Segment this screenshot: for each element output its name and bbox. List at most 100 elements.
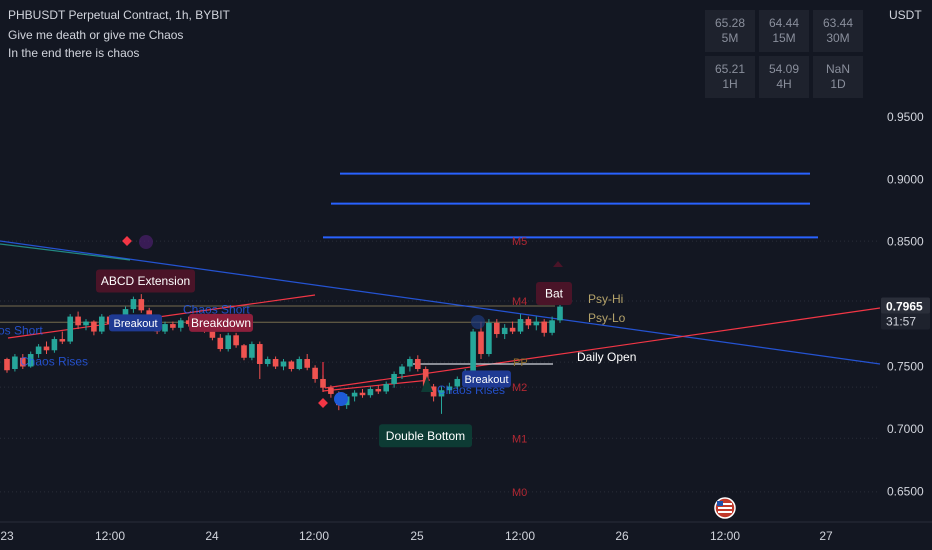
last-price-value: 0.7965 <box>886 299 923 313</box>
support-trendline <box>324 307 881 389</box>
rsi-cell: 54.09 4H <box>759 56 809 98</box>
candle-body <box>533 321 540 326</box>
psy-hi-label: Psy-Hi <box>588 292 623 306</box>
indicator-tagline: In the end there is chaos <box>8 46 140 60</box>
x-tick-label: 12:00 <box>299 529 329 543</box>
us-flag-icon <box>718 507 732 509</box>
candle-body <box>51 339 58 351</box>
pointer-marker <box>553 261 563 267</box>
candle-body <box>517 319 524 332</box>
candle-body <box>367 388 374 396</box>
candle-body <box>383 383 389 392</box>
candle-body <box>257 344 263 365</box>
diamond-marker <box>318 398 328 408</box>
candle-body <box>430 386 437 397</box>
y-tick-label: 0.7500 <box>887 360 924 374</box>
candle-body <box>12 356 18 369</box>
x-tick-label: 12:00 <box>95 529 125 543</box>
teal-trendline <box>0 243 131 261</box>
candle-body <box>509 327 516 332</box>
candle-body <box>20 357 26 367</box>
level-label: M0 <box>512 487 527 499</box>
candle-body <box>138 299 145 311</box>
x-tick-label: 12:00 <box>710 529 740 543</box>
candle-body <box>162 324 168 332</box>
x-tick-label: 26 <box>615 529 629 543</box>
rsi-cell: NaN 1D <box>813 56 863 98</box>
candle-body <box>217 337 224 350</box>
candle-body <box>438 390 445 397</box>
candle-body <box>478 331 484 355</box>
annotation-label: Double Bottom <box>386 429 465 443</box>
us-flag-icon <box>718 511 732 513</box>
annotation-box <box>462 370 511 388</box>
rsi-value: 65.28 <box>714 16 746 30</box>
y-tick-label: 0.9500 <box>887 110 924 124</box>
level-label: M4 <box>512 296 527 308</box>
x-tick-label: 24 <box>205 529 219 543</box>
candle-body <box>35 346 42 355</box>
y-tick-label: 0.7000 <box>887 422 924 436</box>
candle-body <box>170 324 176 328</box>
level-label: PP <box>513 357 528 369</box>
annotation-label: Breakout <box>464 374 508 386</box>
candle-body <box>399 366 405 374</box>
currency-label[interactable]: USDT <box>889 8 922 22</box>
candle-body <box>391 373 397 384</box>
candle-body <box>501 327 508 335</box>
annotation-label: Bat <box>545 286 564 300</box>
candle-body <box>296 359 303 369</box>
rsi-table: 65.28 5M 64.44 15M 63.44 30M 65.21 1H 54.09 4H NaN… <box>705 10 863 98</box>
descending-trendline <box>0 240 881 365</box>
candle-body <box>407 359 413 367</box>
y-tick-label: 0.8500 <box>887 235 924 249</box>
candle-body <box>91 321 97 332</box>
candle-body <box>328 387 334 394</box>
rsi-value: 64.44 <box>768 16 800 30</box>
candle-body <box>4 359 10 371</box>
indicator-subtitle: Give me death or give me Chaos <box>8 28 184 42</box>
candle-body <box>209 330 216 338</box>
candle-body <box>233 335 239 346</box>
candle-body <box>272 359 279 367</box>
annotation-box <box>536 281 572 305</box>
candle-body <box>351 392 358 397</box>
x-tick-label: 12:00 <box>505 529 535 543</box>
level-label: M1 <box>512 433 527 445</box>
annotation-label: ABCD Extension <box>101 274 190 288</box>
candle-body <box>312 367 318 379</box>
rsi-timeframe: 30M <box>826 31 850 45</box>
x-tick-label: 23 <box>0 529 14 543</box>
rsi-cell: 65.28 5M <box>705 10 755 52</box>
rsi-timeframe: 15M <box>772 31 796 45</box>
daily-open-label: Daily Open <box>577 350 636 364</box>
candle-body <box>446 386 453 391</box>
candle-body <box>470 331 476 373</box>
annotation-box <box>379 424 472 448</box>
y-tick-label: 0.6500 <box>887 484 924 498</box>
rsi-value: NaN <box>825 62 850 76</box>
pointer-marker <box>421 376 433 392</box>
rsi-cell: 65.21 1H <box>705 56 755 98</box>
rsi-timeframe: 4H <box>776 77 792 91</box>
candle-body <box>178 320 184 328</box>
candle-body <box>359 392 366 396</box>
annotation-label: Breakdown <box>191 316 251 330</box>
us-flag-icon <box>718 503 732 505</box>
annotation-box <box>189 313 253 332</box>
rsi-timeframe: 1D <box>830 77 846 91</box>
candle-body <box>486 322 492 355</box>
rsi-timeframe: 5M <box>721 31 739 45</box>
candle-body <box>525 319 532 326</box>
level-label: M5 <box>512 236 527 248</box>
candle-body <box>27 354 34 367</box>
x-tick-label: 25 <box>410 529 424 543</box>
candle-body <box>541 321 547 333</box>
rsi-value: 65.21 <box>714 62 746 76</box>
psy-lo-label: Psy-Lo <box>588 311 626 325</box>
candle-body <box>99 316 105 332</box>
circle-marker <box>471 315 485 329</box>
candle-body <box>454 378 461 387</box>
chart-title: PHBUSDT Perpetual Contract, 1h, BYBIT <box>8 8 230 22</box>
